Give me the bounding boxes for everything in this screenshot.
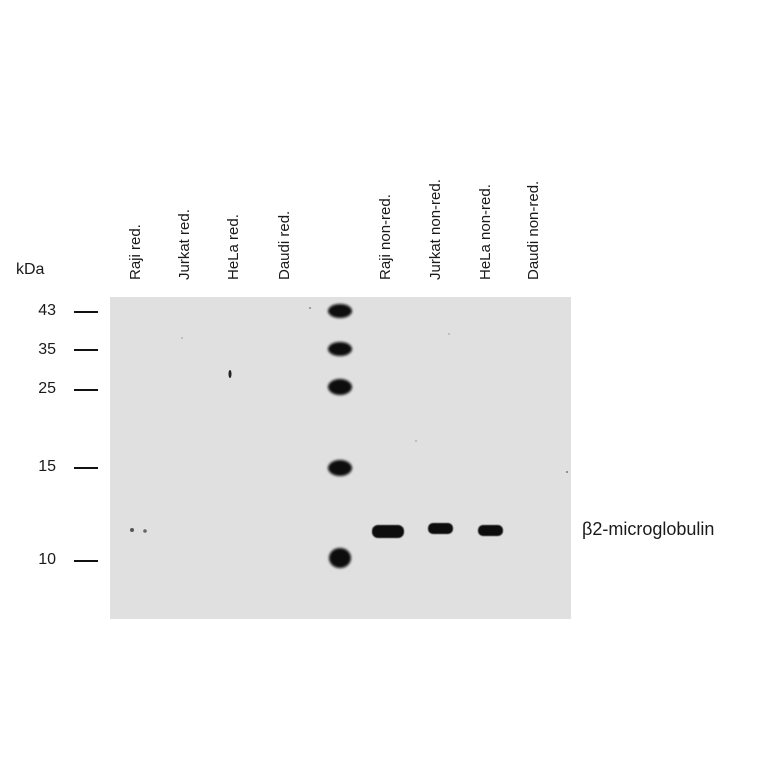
lane-label-hela-red: HeLa red. xyxy=(225,214,242,280)
marker-tick-10 xyxy=(74,560,98,562)
ladder-band-43 xyxy=(328,304,352,318)
ladder-band-35 xyxy=(328,342,352,356)
band-hela-nonred xyxy=(478,525,503,536)
lane-label-daudi-red: Daudi red. xyxy=(276,210,293,280)
band-label-b2m: β2-microglobulin xyxy=(582,519,715,539)
speck-ladder-top xyxy=(309,307,311,309)
speck-right xyxy=(566,471,568,473)
lane-label-daudi-nonred: Daudi non-red. xyxy=(525,180,542,280)
ladder-band-15 xyxy=(328,460,352,476)
ladder-band-10 xyxy=(329,548,351,568)
lane-label-raji-nonred: Raji non-red. xyxy=(377,194,394,280)
speck-hela-red xyxy=(228,370,232,378)
band-raji-nonred xyxy=(372,525,404,538)
blot-bands xyxy=(130,304,568,568)
marker-tick-15 xyxy=(74,467,98,469)
marker-tick-35 xyxy=(74,349,98,351)
lane-label-jurkat-nonred: Jurkat non-red. xyxy=(427,179,444,280)
blot-membrane xyxy=(110,297,571,619)
lane-label-raji-red: Raji red. xyxy=(127,224,144,280)
lane-label-jurkat-red: Jurkat red. xyxy=(176,209,193,280)
marker-value-25: 25 xyxy=(38,380,56,397)
speck-raji-red-2 xyxy=(143,529,147,533)
speck-jurkat-nonred xyxy=(448,333,450,335)
band-jurkat-nonred xyxy=(428,523,453,534)
marker-tick-25 xyxy=(74,389,98,391)
marker-value-10: 10 xyxy=(38,551,56,568)
speck-jurkat-red xyxy=(181,337,183,339)
marker-tick-43 xyxy=(74,311,98,313)
lane-label-hela-nonred: HeLa non-red. xyxy=(477,184,494,280)
marker-value-43: 43 xyxy=(38,302,56,319)
speck-raji-red-1 xyxy=(130,528,134,532)
mw-unit-label: kDa xyxy=(16,261,45,278)
speck-mid xyxy=(415,440,417,442)
marker-value-35: 35 xyxy=(38,341,56,358)
marker-value-15: 15 xyxy=(38,458,56,475)
ladder-band-25 xyxy=(328,379,352,395)
